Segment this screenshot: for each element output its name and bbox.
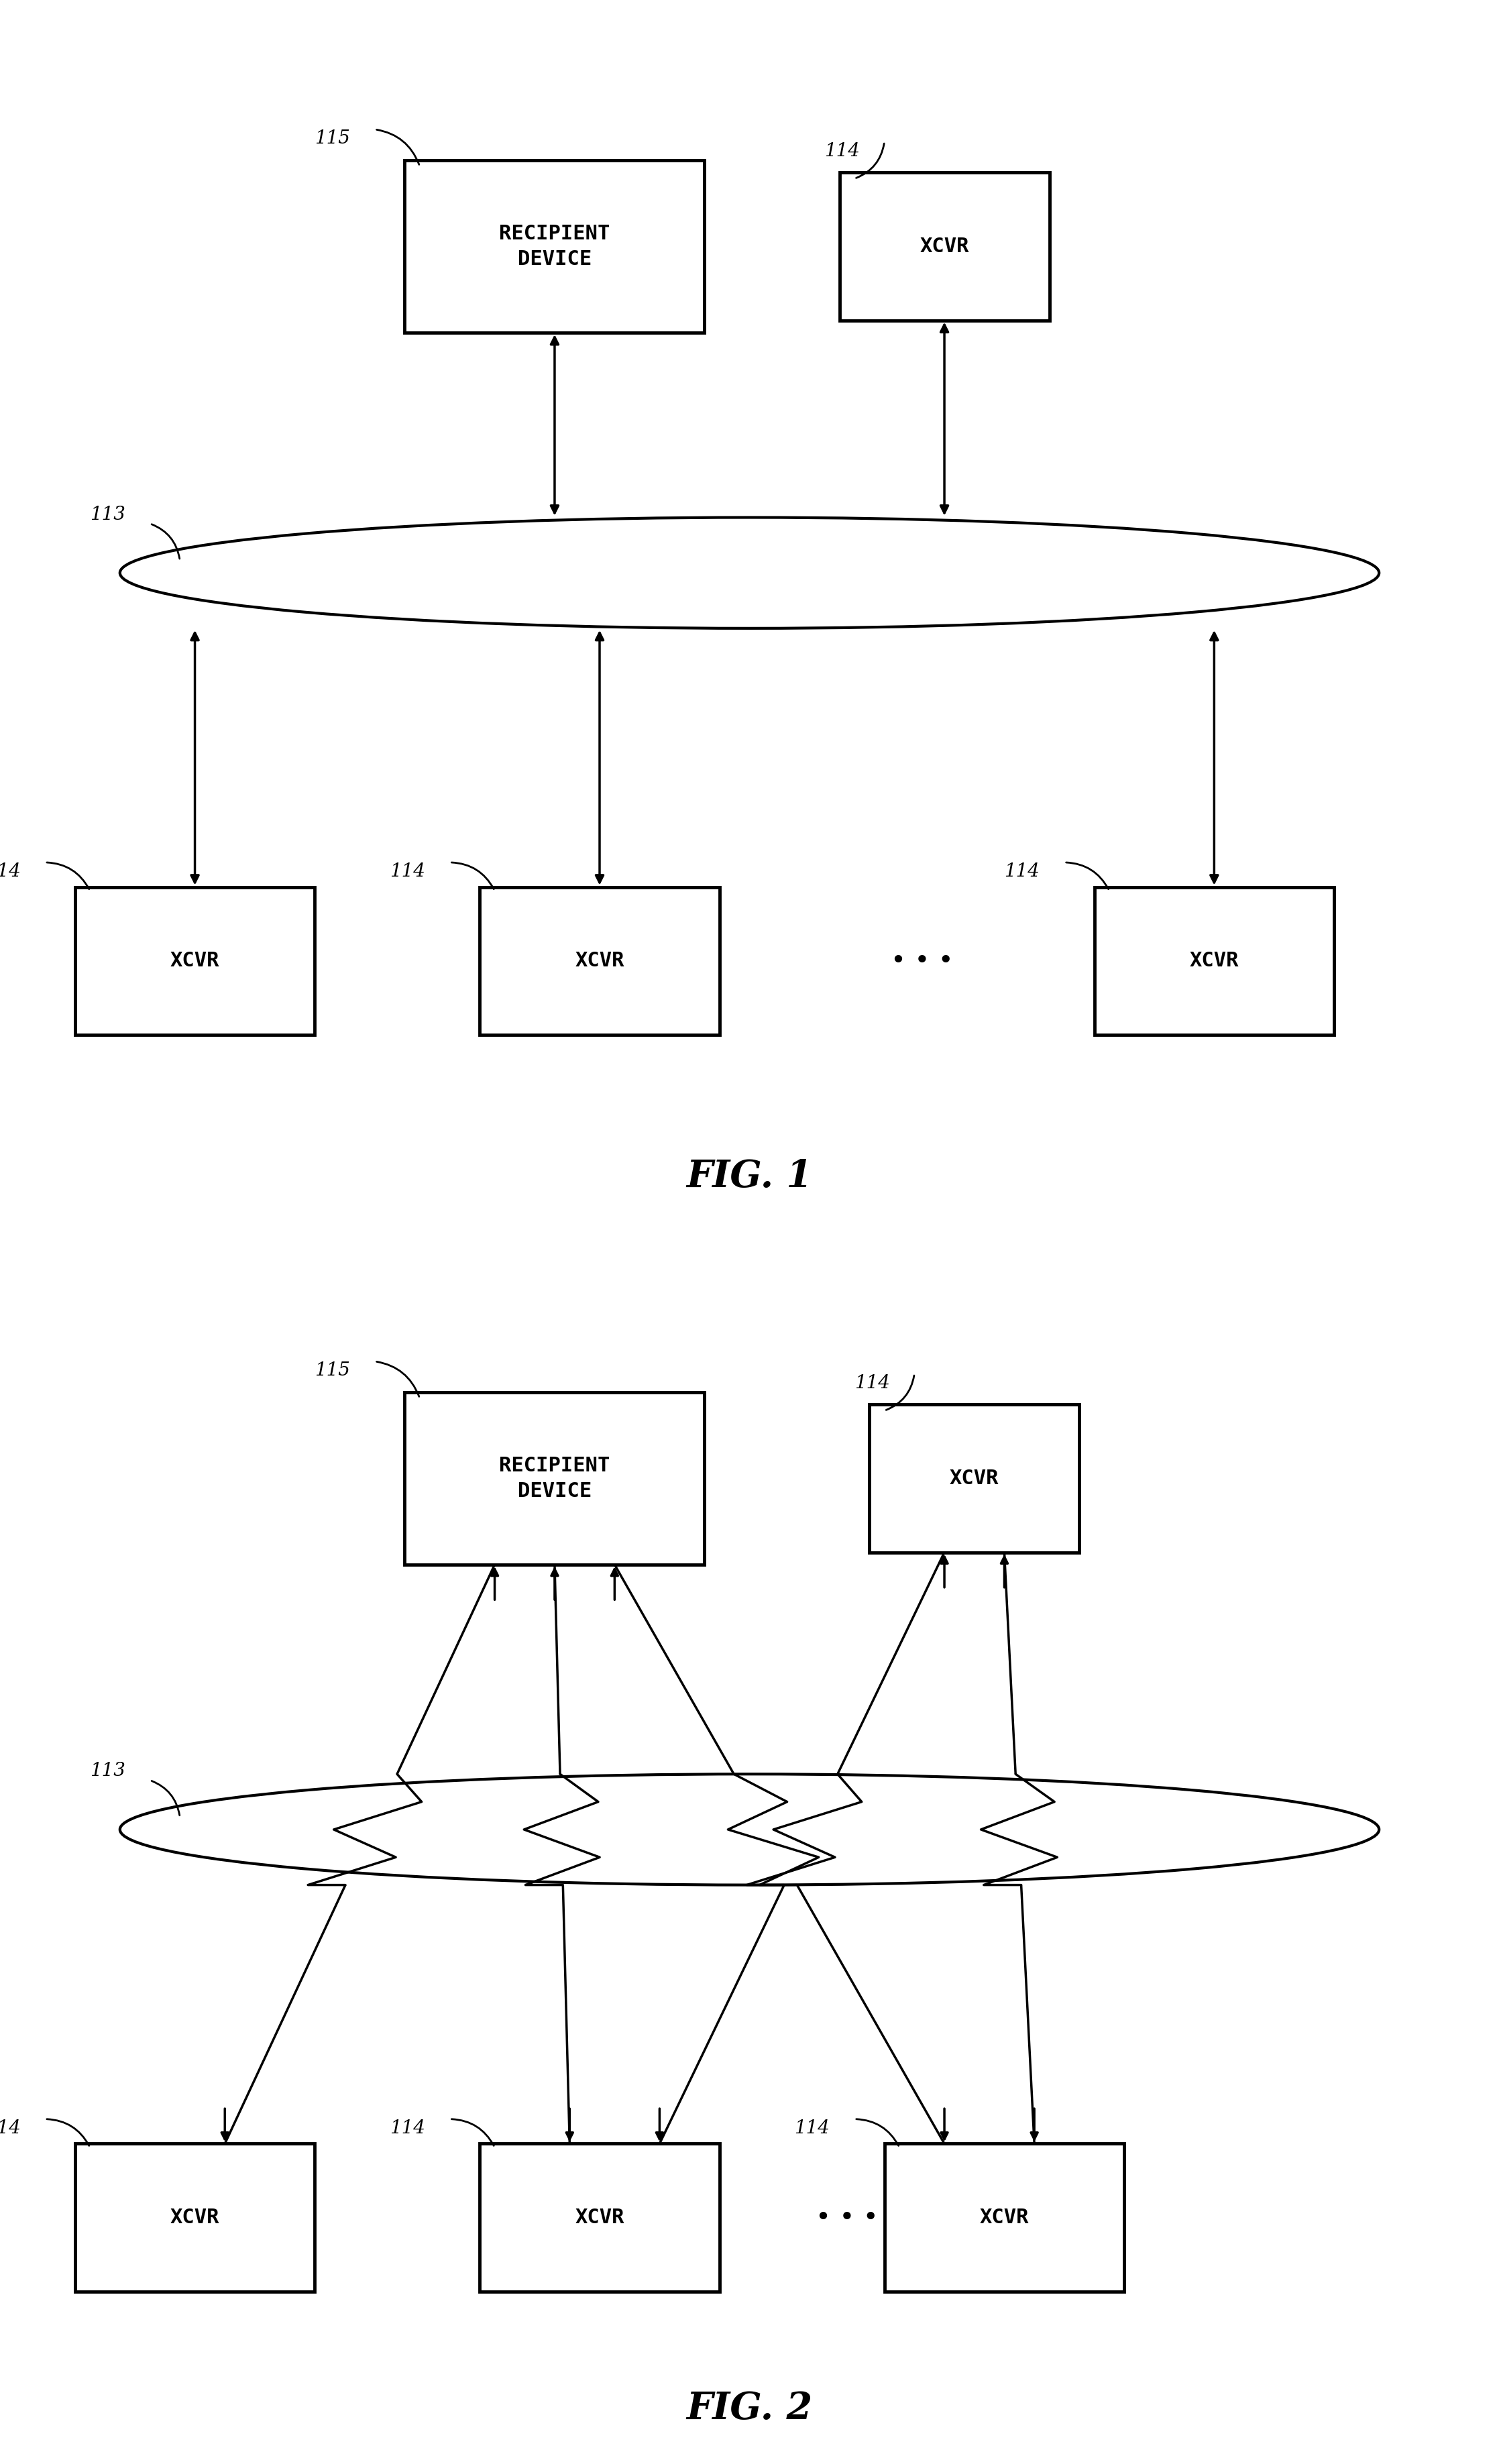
Text: XCVR: XCVR (1190, 951, 1238, 971)
Text: 115: 115 (315, 131, 351, 148)
Bar (1094, 887, 1334, 1035)
Text: XCVR: XCVR (171, 951, 219, 971)
Text: 114: 114 (854, 1375, 890, 1392)
Bar (839, 172, 1049, 320)
Text: • • •: • • • (815, 2205, 878, 2230)
Text: XCVR: XCVR (576, 951, 624, 971)
Text: • • •: • • • (890, 949, 953, 973)
Bar (75, 2144, 315, 2292)
Bar (405, 160, 705, 333)
Text: 114: 114 (0, 2119, 21, 2136)
Text: XCVR: XCVR (171, 2208, 219, 2227)
Text: 114: 114 (1004, 862, 1040, 880)
Text: FIG. 2: FIG. 2 (687, 2390, 812, 2427)
Text: XCVR: XCVR (920, 237, 968, 256)
Text: XCVR: XCVR (980, 2208, 1028, 2227)
Text: 114: 114 (390, 2119, 426, 2136)
Text: 114: 114 (824, 143, 860, 160)
Bar (884, 2144, 1124, 2292)
Text: 114: 114 (794, 2119, 830, 2136)
Ellipse shape (120, 517, 1379, 628)
Bar (869, 1404, 1079, 1552)
Text: FIG. 1: FIG. 1 (687, 1158, 812, 1195)
Bar (75, 887, 315, 1035)
Bar (480, 2144, 720, 2292)
Text: XCVR: XCVR (576, 2208, 624, 2227)
Text: 114: 114 (390, 862, 426, 880)
Text: 113: 113 (90, 1762, 126, 1779)
Text: XCVR: XCVR (950, 1469, 998, 1488)
Bar (405, 1392, 705, 1565)
Ellipse shape (120, 1774, 1379, 1885)
Text: 113: 113 (90, 505, 126, 525)
Text: RECIPIENT
DEVICE: RECIPIENT DEVICE (499, 1456, 610, 1501)
Text: 114: 114 (0, 862, 21, 880)
Bar (480, 887, 720, 1035)
Text: 115: 115 (315, 1363, 351, 1380)
Text: RECIPIENT
DEVICE: RECIPIENT DEVICE (499, 224, 610, 269)
